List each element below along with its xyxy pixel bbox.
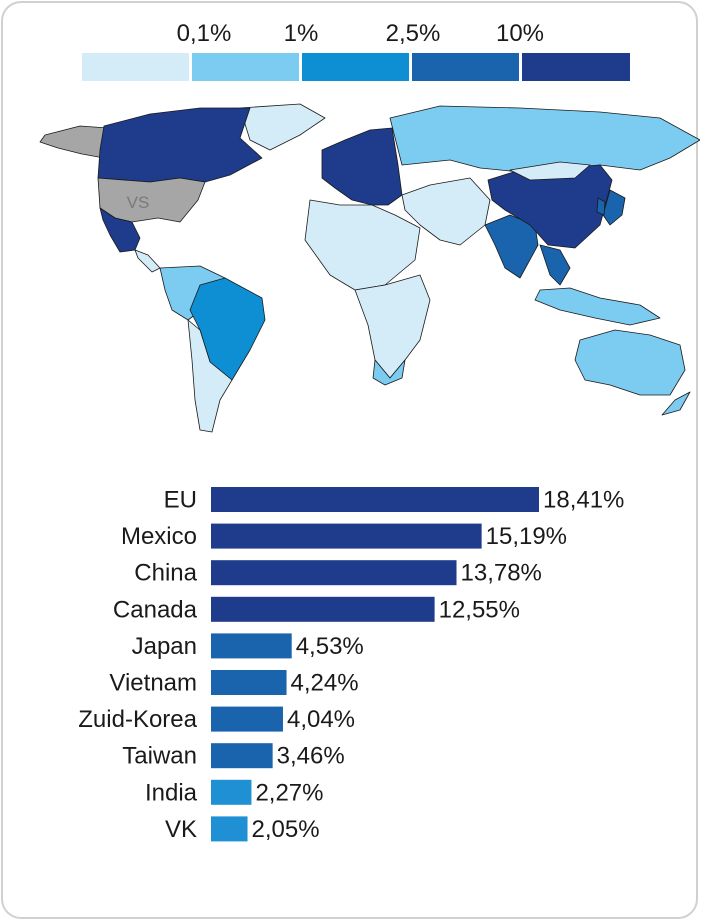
- value-label-taiwan: 3,46%: [277, 743, 345, 770]
- legend-swatch-5: [522, 53, 630, 81]
- map-australia: [574, 329, 686, 396]
- value-label-india: 2,27%: [255, 779, 323, 806]
- category-label-china: China: [134, 560, 197, 587]
- map-korea: [596, 197, 606, 216]
- bar-india: [211, 779, 252, 805]
- legend-swatch-1: [82, 53, 189, 81]
- map-russia: [389, 105, 700, 173]
- legend-label-1: 1%: [283, 20, 319, 47]
- map-middle-east: [401, 177, 491, 246]
- bar-zuid-korea: [211, 706, 283, 732]
- legend-swatch-3: [302, 53, 409, 81]
- map-mongolia: [509, 161, 591, 181]
- map-africa-south: [354, 274, 431, 379]
- value-label-canada: 12,55%: [439, 596, 520, 623]
- map-south-africa: [372, 359, 406, 386]
- legend-label-0-1: 0,1%: [176, 20, 232, 47]
- map-label-vs: VS: [127, 193, 150, 212]
- bar-vk: [211, 816, 248, 842]
- bar-taiwan: [211, 743, 273, 769]
- map-southeast-asia: [539, 244, 571, 286]
- bar-mexico: [211, 523, 482, 549]
- legend-label-10: 10%: [495, 20, 545, 47]
- value-label-mexico: 15,19%: [486, 523, 567, 550]
- value-label-zuid-korea: 4,04%: [287, 706, 355, 733]
- world-map: VS: [39, 103, 700, 433]
- map-new-zealand: [661, 391, 691, 416]
- bar-vietnam: [211, 670, 287, 695]
- bar-canada: [211, 596, 435, 622]
- map-europe: [321, 127, 403, 206]
- map-greenland: [239, 103, 326, 151]
- map-alaska: [39, 125, 109, 159]
- category-label-japan: Japan: [132, 633, 197, 660]
- value-label-eu: 18,41%: [543, 487, 624, 514]
- map-indonesia: [534, 287, 661, 326]
- category-label-vietnam: Vietnam: [109, 670, 197, 697]
- value-label-japan: 4,53%: [296, 633, 364, 660]
- value-label-china: 13,78%: [461, 560, 542, 587]
- category-label-canada: Canada: [113, 596, 198, 623]
- map-south-america-south: [187, 319, 233, 433]
- category-label-mexico: Mexico: [121, 523, 197, 550]
- category-label-eu: EU: [164, 487, 197, 514]
- map-india: [484, 214, 539, 279]
- value-label-vk: 2,05%: [252, 816, 320, 843]
- map-central-america: [134, 249, 161, 273]
- value-label-vietnam: 4,24%: [291, 670, 359, 697]
- map-brazil: [189, 277, 266, 381]
- legend-swatch-2: [192, 53, 299, 81]
- category-label-vk: VK: [165, 816, 197, 843]
- category-label-india: India: [145, 779, 198, 806]
- legend-label-2-5: 2,5%: [385, 20, 441, 47]
- category-label-taiwan: Taiwan: [122, 743, 197, 770]
- bar-china: [211, 560, 457, 586]
- bar-japan: [211, 633, 292, 659]
- category-label-zuid-korea: Zuid-Korea: [78, 706, 197, 733]
- bar-eu: [211, 487, 539, 512]
- map-africa-north: [304, 199, 421, 291]
- legend-swatch-4: [412, 53, 519, 81]
